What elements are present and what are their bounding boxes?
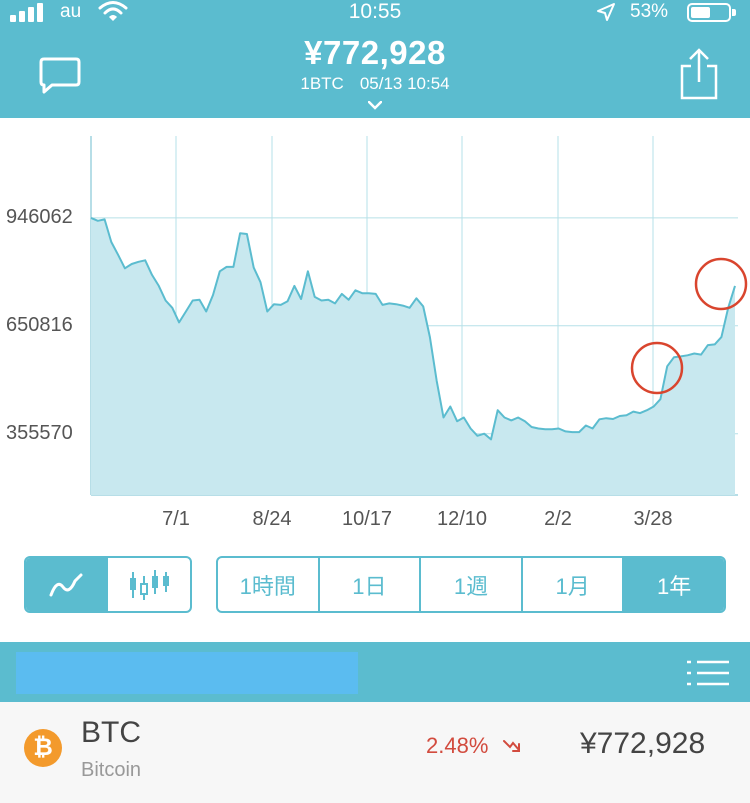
coin-symbol: BTC	[81, 716, 141, 749]
x-tick-label: 3/28	[633, 508, 673, 530]
wifi-icon	[98, 1, 128, 21]
highlight-circle	[630, 341, 684, 395]
price-chart[interactable]: 946062 650816 355570 7/1 8/24 10/17 12/10 2/2 3…	[0, 118, 750, 538]
signal-strength-icon	[10, 3, 43, 22]
price-header: au 10:55 53% ¥772,928 1BTC 05/13 10:54	[0, 0, 750, 118]
price-line	[90, 216, 736, 441]
battery-icon	[687, 3, 736, 22]
line-chart-button[interactable]	[26, 558, 108, 611]
price-area-chart[interactable]	[0, 118, 750, 538]
range-1-month[interactable]: 1月	[523, 558, 625, 611]
x-tick-label: 8/24	[252, 508, 292, 530]
highlight-circle	[694, 257, 748, 311]
coin-list-bar	[0, 642, 750, 702]
x-tick-label: 10/17	[341, 508, 393, 530]
coin-price: ¥772,928	[580, 727, 706, 760]
y-tick-label: 355570	[6, 421, 73, 444]
battery-percent: 53%	[630, 1, 669, 22]
coin-row-btc[interactable]: ₿ BTC Bitcoin 2.48% ¥772,928	[0, 702, 750, 803]
x-tick-label: 2/2	[544, 508, 572, 530]
candlestick-chart-icon	[130, 569, 169, 600]
price-area-fill	[91, 217, 735, 495]
price-subtitle: 1BTC 05/13 10:54	[0, 74, 750, 94]
price-unit: 1BTC	[300, 74, 344, 93]
range-1-hour[interactable]: 1時間	[218, 558, 320, 611]
location-arrow-icon	[597, 3, 615, 21]
chat-bubble-icon[interactable]	[38, 56, 82, 94]
share-icon[interactable]	[678, 48, 720, 100]
candlestick-chart-button[interactable]	[108, 558, 190, 611]
price-change: 2.48%	[426, 733, 489, 758]
x-tick-label: 12/10	[436, 508, 488, 530]
bitcoin-icon: ₿	[24, 729, 62, 767]
range-1-year[interactable]: 1年	[624, 558, 724, 611]
trend-down-arrow-icon	[503, 740, 520, 752]
chart-type-toggle	[24, 556, 192, 613]
chevron-down-icon[interactable]	[368, 101, 382, 110]
range-1-day[interactable]: 1日	[320, 558, 422, 611]
search-box[interactable]	[16, 652, 358, 694]
y-tick-label: 946062	[6, 205, 73, 228]
price-timestamp: 05/13 10:54	[359, 74, 450, 93]
y-tick-label: 650816	[6, 313, 73, 336]
carrier-name: au	[60, 1, 82, 22]
x-tick-label: 7/1	[162, 508, 190, 530]
range-1-week[interactable]: 1週	[421, 558, 523, 611]
status-time: 10:55	[348, 0, 402, 23]
status-bar: au 10:55 53%	[0, 0, 750, 26]
current-price: ¥772,928	[304, 34, 446, 71]
coin-name: Bitcoin	[81, 759, 142, 781]
time-range-toggle: 1時間 1日 1週 1月 1年	[216, 556, 726, 613]
line-chart-icon	[49, 573, 83, 596]
list-menu-icon[interactable]	[687, 659, 729, 687]
